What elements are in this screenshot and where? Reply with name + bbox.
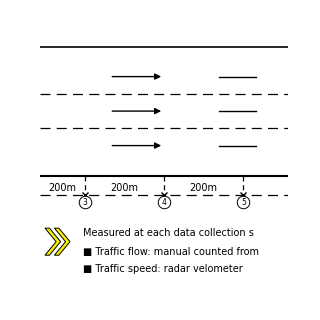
Text: 200m: 200m [190,183,218,193]
Text: 4: 4 [162,198,166,207]
Text: ■ Traffic speed: radar velometer: ■ Traffic speed: radar velometer [84,264,243,274]
Text: 5: 5 [241,198,246,207]
Text: 200m: 200m [110,183,138,193]
Polygon shape [45,228,60,255]
Text: Measured at each data collection s: Measured at each data collection s [84,228,254,238]
Text: ■ Traffic flow: manual counted from: ■ Traffic flow: manual counted from [84,246,260,257]
Text: 200m: 200m [48,183,76,193]
Polygon shape [54,228,70,255]
Text: 3: 3 [82,198,87,207]
